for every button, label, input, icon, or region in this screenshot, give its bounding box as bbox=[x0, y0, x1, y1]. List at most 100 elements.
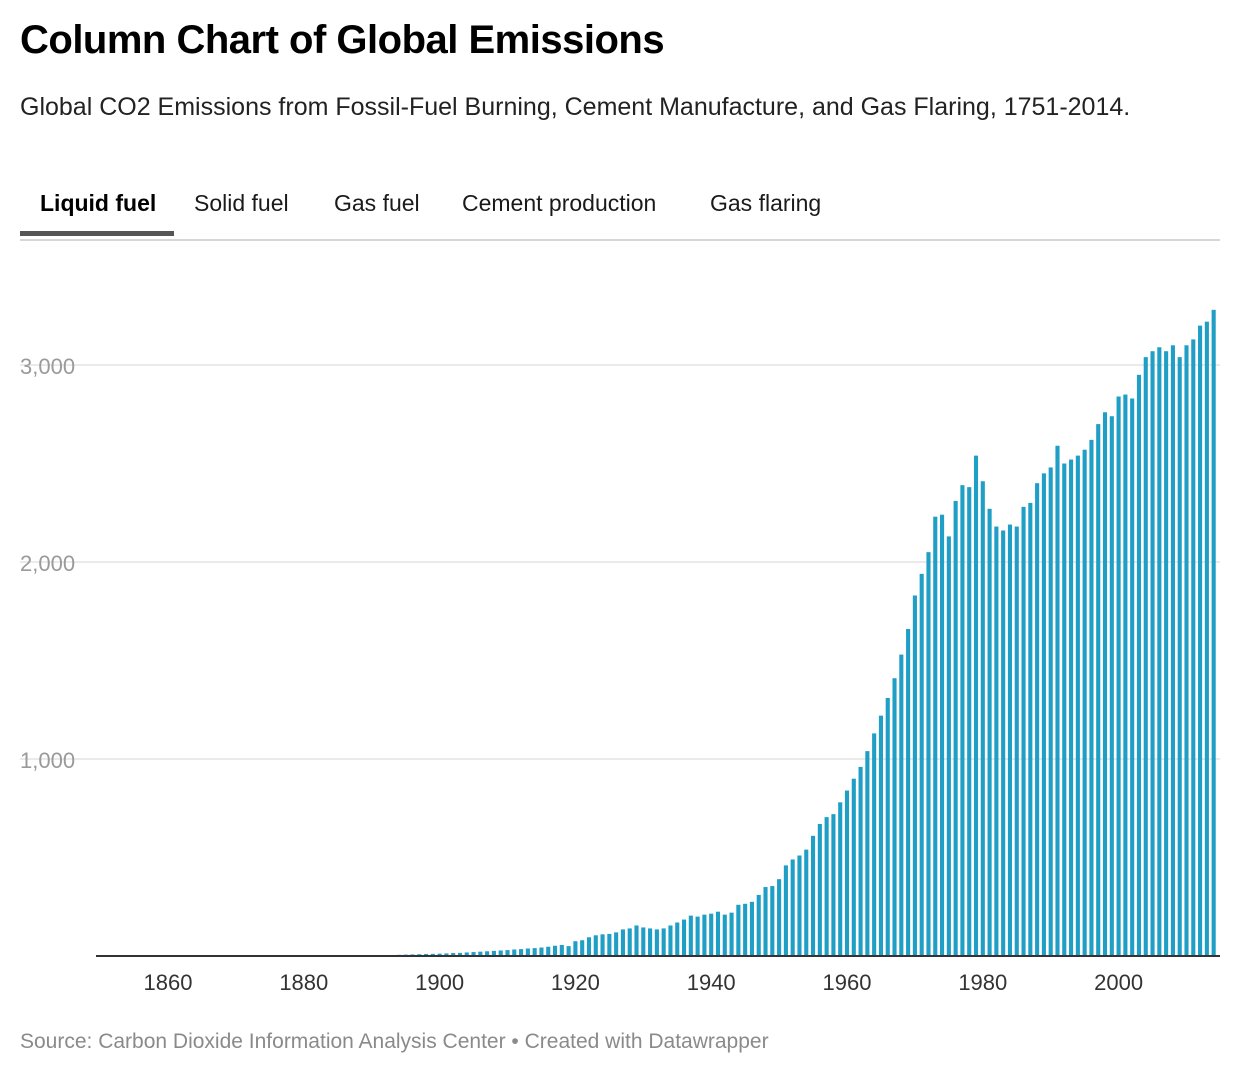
y-tick-label: 1,000 bbox=[20, 748, 75, 773]
bar bbox=[1069, 459, 1074, 956]
bar bbox=[593, 935, 598, 956]
bar bbox=[1109, 416, 1114, 957]
bar bbox=[973, 455, 979, 956]
tab-gas-flaring[interactable]: Gas flaring bbox=[710, 190, 822, 216]
bar bbox=[912, 595, 917, 956]
bar bbox=[580, 940, 585, 956]
bar bbox=[1041, 473, 1046, 956]
active-tab-indicator bbox=[20, 231, 174, 236]
bar bbox=[824, 817, 829, 956]
bar bbox=[1102, 412, 1108, 956]
bar bbox=[600, 934, 605, 956]
source-text: Source: Carbon Dioxide Information Analy… bbox=[20, 1030, 506, 1053]
y-tick-label: 2,000 bbox=[20, 551, 75, 576]
tab-gas-fuel[interactable]: Gas fuel bbox=[334, 190, 420, 216]
bar bbox=[858, 766, 863, 956]
bar bbox=[471, 952, 476, 956]
bar bbox=[804, 849, 809, 956]
bar bbox=[1001, 530, 1006, 956]
bar bbox=[770, 886, 775, 956]
bar bbox=[1096, 424, 1101, 957]
tab-bar: Liquid fuel Solid fuel Gas fuel Cement p… bbox=[20, 182, 1220, 241]
bar bbox=[1007, 524, 1013, 956]
bar bbox=[736, 904, 741, 956]
credit-text: Created with Datawrapper bbox=[524, 1030, 769, 1053]
bar bbox=[627, 928, 632, 956]
bar bbox=[715, 911, 721, 956]
bar bbox=[844, 790, 850, 956]
bar bbox=[831, 814, 836, 956]
bar bbox=[756, 894, 761, 956]
bar bbox=[906, 628, 911, 956]
bar bbox=[532, 948, 537, 956]
bar bbox=[763, 887, 768, 956]
bar bbox=[783, 865, 788, 956]
bar bbox=[1184, 345, 1189, 956]
y-tick-label: 3,000 bbox=[20, 354, 75, 379]
bar bbox=[668, 925, 673, 956]
bar bbox=[695, 916, 700, 956]
bar bbox=[485, 951, 490, 956]
bar bbox=[885, 697, 890, 956]
bar bbox=[865, 751, 870, 956]
bar bbox=[539, 947, 544, 956]
bar bbox=[878, 715, 883, 956]
bar bbox=[722, 914, 727, 956]
tab-solid-fuel[interactable]: Solid fuel bbox=[194, 190, 289, 216]
bar bbox=[1048, 467, 1053, 956]
bar bbox=[743, 903, 748, 956]
bar bbox=[607, 933, 612, 956]
bar bbox=[1198, 325, 1203, 957]
bar bbox=[1164, 351, 1169, 957]
bar bbox=[634, 925, 639, 956]
bar bbox=[946, 536, 951, 956]
bar bbox=[987, 508, 992, 956]
bar bbox=[933, 516, 938, 956]
x-tick-label: 1900 bbox=[415, 970, 464, 995]
bar bbox=[1082, 449, 1087, 956]
bar bbox=[960, 485, 965, 956]
bar bbox=[899, 654, 904, 956]
bar bbox=[648, 928, 653, 956]
bar bbox=[586, 937, 592, 956]
bar bbox=[777, 879, 782, 956]
x-tick-label: 1920 bbox=[551, 970, 600, 995]
source-footer: Source: Carbon Dioxide Information Analy… bbox=[20, 1030, 769, 1054]
bar bbox=[919, 573, 924, 956]
x-tick-label: 1940 bbox=[687, 970, 736, 995]
x-tick-label: 1980 bbox=[958, 970, 1007, 995]
chart-subtitle: Global CO2 Emissions from Fossil-Fuel Bu… bbox=[20, 93, 1131, 121]
bar bbox=[505, 950, 510, 956]
x-tick-label: 1880 bbox=[279, 970, 328, 995]
bar bbox=[1136, 374, 1142, 957]
bar bbox=[790, 859, 795, 956]
page-title: Column Chart of Global Emissions bbox=[20, 18, 665, 62]
bar bbox=[654, 929, 659, 956]
bar bbox=[641, 927, 646, 956]
bar bbox=[953, 500, 958, 956]
bar bbox=[1075, 455, 1080, 956]
bar bbox=[892, 678, 897, 956]
bar bbox=[1055, 445, 1060, 956]
bar bbox=[838, 802, 843, 956]
bar bbox=[702, 914, 707, 956]
bar bbox=[1116, 396, 1121, 956]
bar bbox=[1014, 526, 1019, 956]
bar bbox=[729, 912, 734, 956]
bar bbox=[444, 953, 449, 956]
bar bbox=[464, 952, 469, 956]
bar bbox=[797, 855, 802, 956]
bar bbox=[749, 901, 754, 956]
bar bbox=[817, 824, 822, 956]
x-tick-label: 1960 bbox=[823, 970, 872, 995]
bar bbox=[620, 929, 625, 956]
bar bbox=[688, 915, 693, 956]
x-tick-label: 1860 bbox=[144, 970, 193, 995]
bar bbox=[926, 552, 931, 956]
bar bbox=[614, 932, 619, 956]
tab-liquid-fuel[interactable]: Liquid fuel bbox=[40, 190, 157, 216]
tab-cement-production[interactable]: Cement production bbox=[462, 190, 657, 216]
bar bbox=[1123, 394, 1128, 956]
